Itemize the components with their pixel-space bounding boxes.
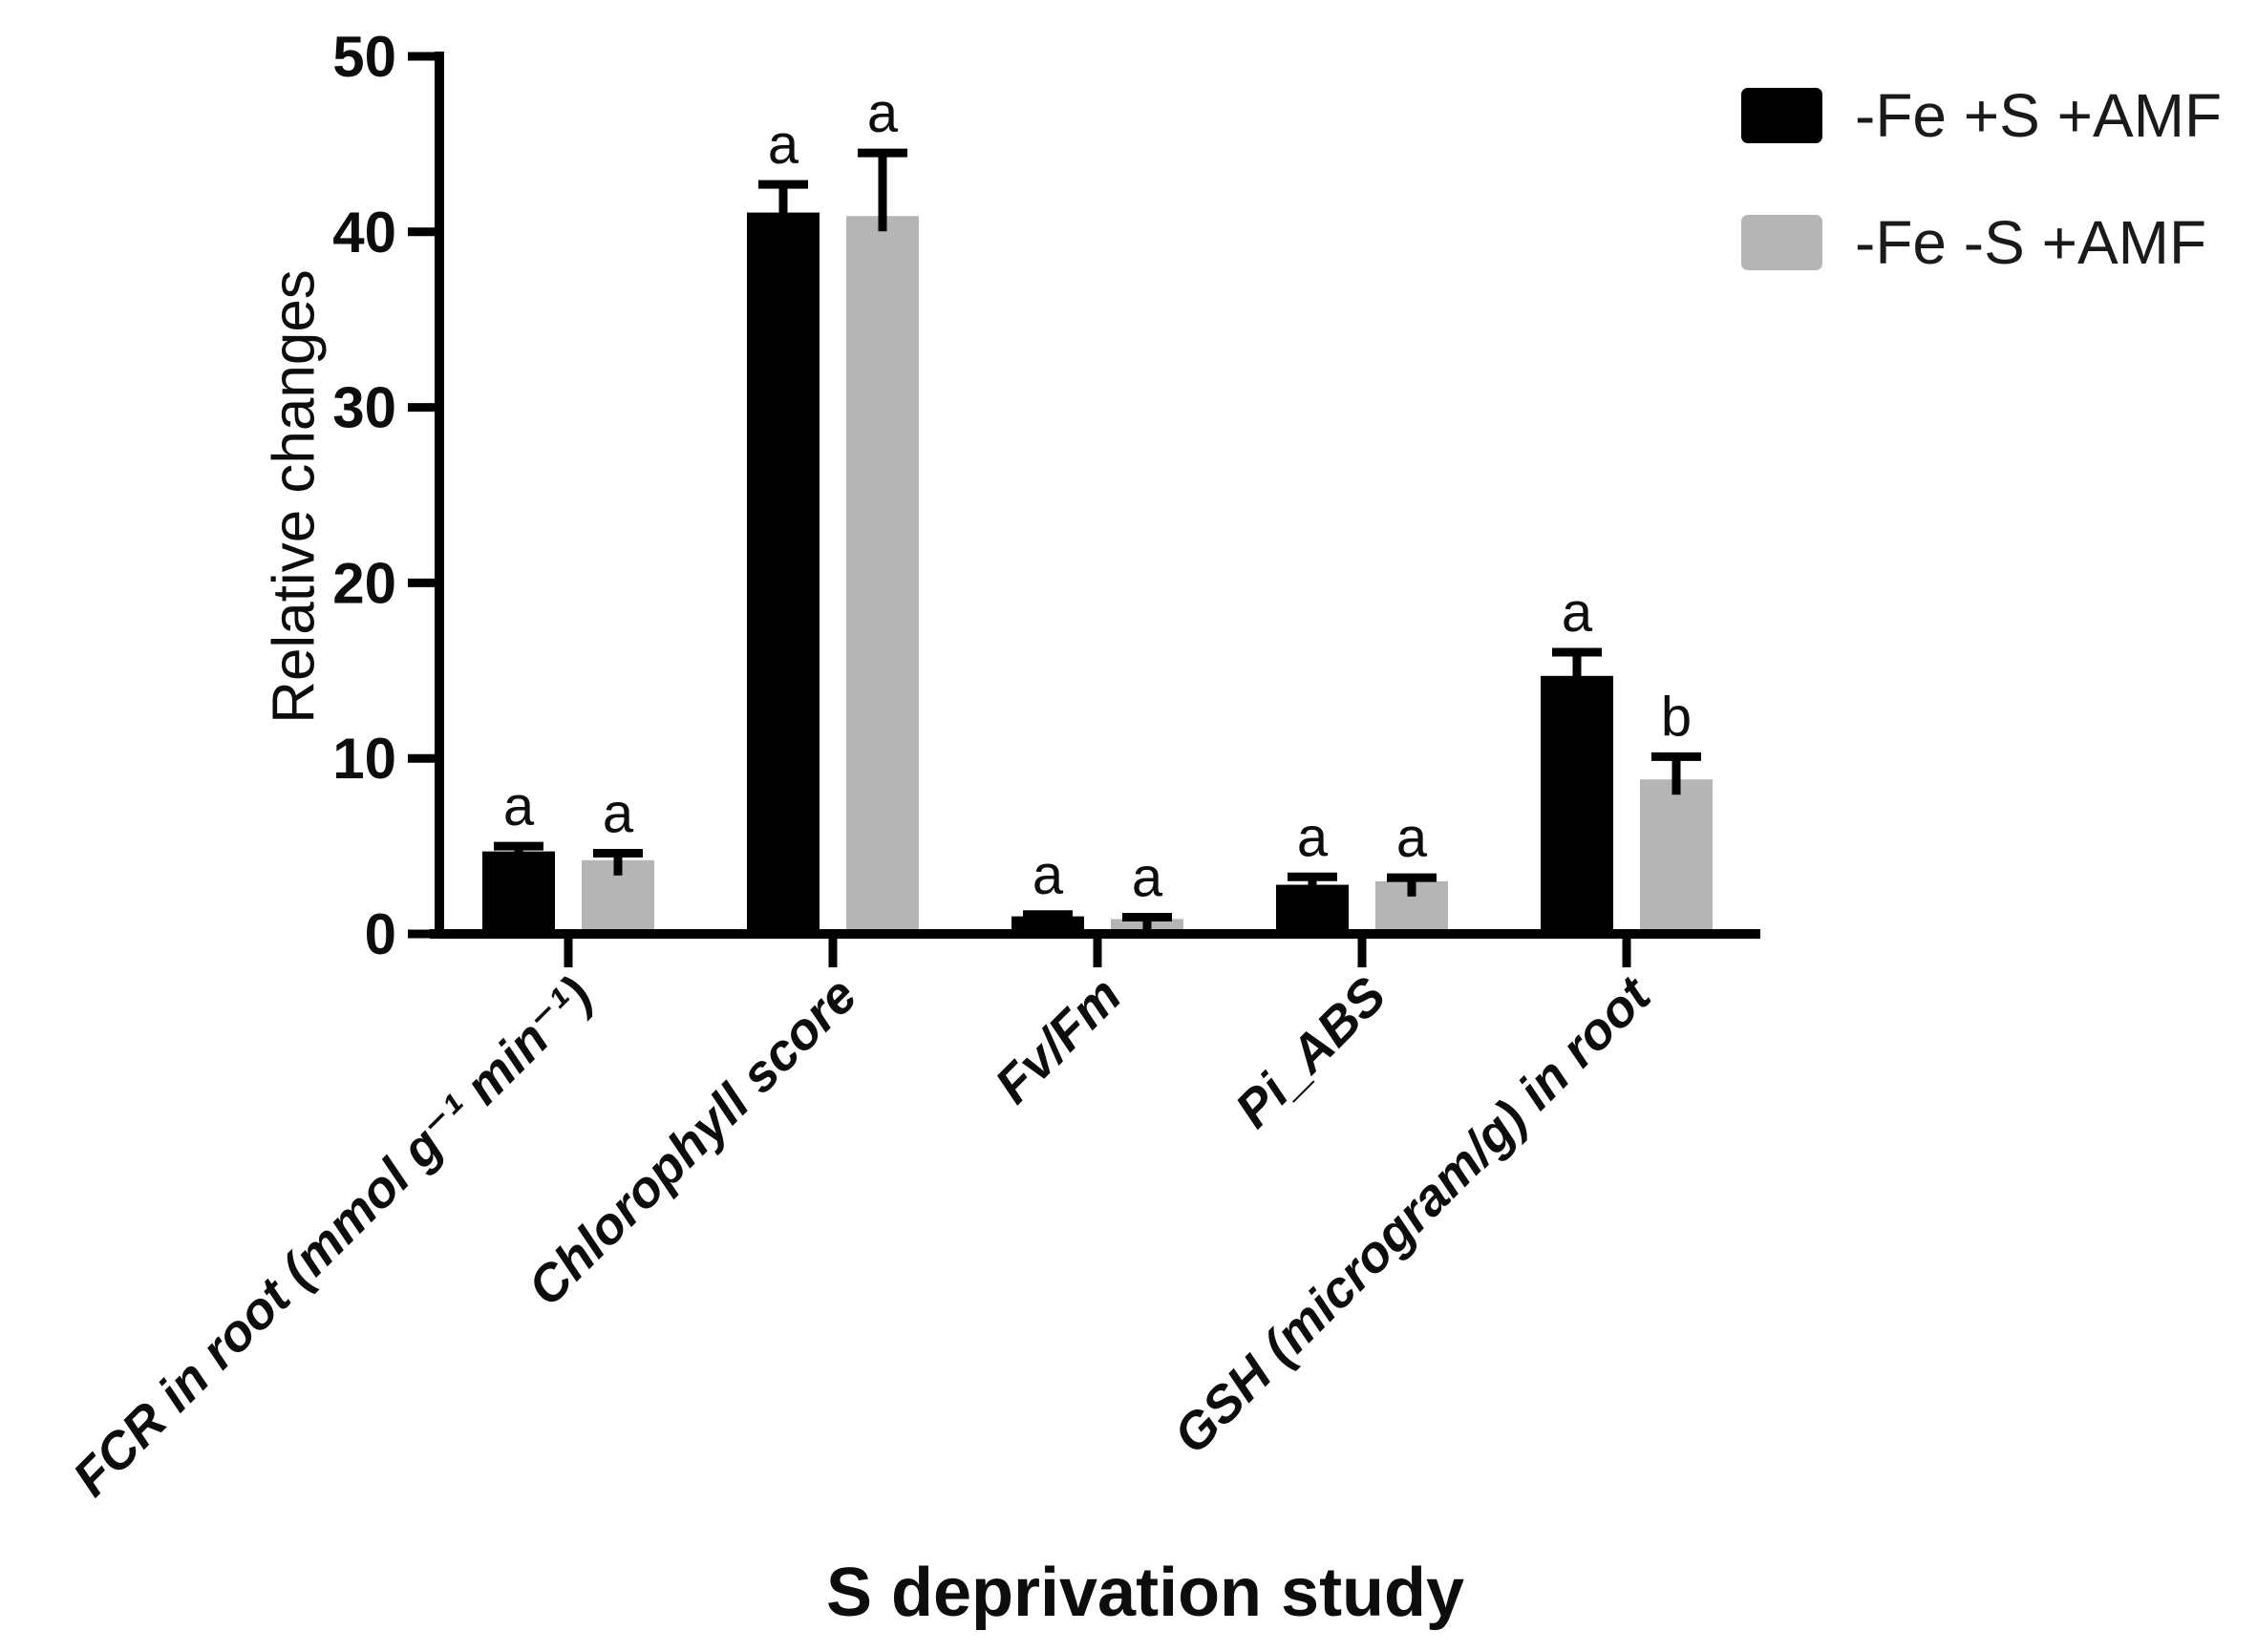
bar (747, 212, 820, 934)
y-tick-label: 40 (332, 201, 396, 265)
sig-letter: a (1033, 844, 1064, 906)
legend-item: -Fe +S +AMF (1741, 80, 2222, 151)
y-axis-title: Relative changes (261, 269, 328, 724)
y-tick-label: 10 (332, 727, 396, 791)
x-category-label: Fv/Fm (985, 966, 1133, 1114)
legend-item: -Fe -S +AMF (1741, 207, 2222, 278)
legend-swatch-gray-icon (1741, 215, 1822, 270)
legend-label: -Fe +S +AMF (1855, 81, 2223, 150)
legend-label: -Fe -S +AMF (1855, 208, 2207, 277)
sig-letter: a (1297, 806, 1329, 868)
legend-swatch-black-icon (1741, 88, 1822, 143)
x-axis-title: S deprivation study (825, 1555, 1465, 1631)
y-tick-label: 0 (365, 902, 396, 966)
sig-letter: a (1132, 847, 1163, 909)
x-category-label: GSH (microgram/g) in root (1163, 965, 1663, 1465)
x-category-label: Pi_ABS (1224, 966, 1396, 1138)
sig-letter: a (603, 782, 634, 844)
sig-letter: a (768, 114, 799, 176)
bar (1541, 675, 1613, 934)
legend: -Fe +S +AMF -Fe -S +AMF (1741, 80, 2222, 278)
bar (1640, 779, 1713, 934)
sig-letter: a (867, 82, 899, 144)
bar (846, 216, 919, 934)
sig-letter: a (1562, 582, 1593, 644)
sig-letter: a (503, 775, 535, 837)
y-tick-label: 20 (332, 551, 396, 615)
y-tick-label: 50 (332, 25, 396, 89)
sig-letter: b (1661, 686, 1692, 748)
y-tick-label: 30 (332, 376, 396, 440)
x-category-label: FCR in root (mmol g⁻¹ min⁻¹) (62, 966, 603, 1507)
sig-letter: a (1396, 807, 1428, 869)
